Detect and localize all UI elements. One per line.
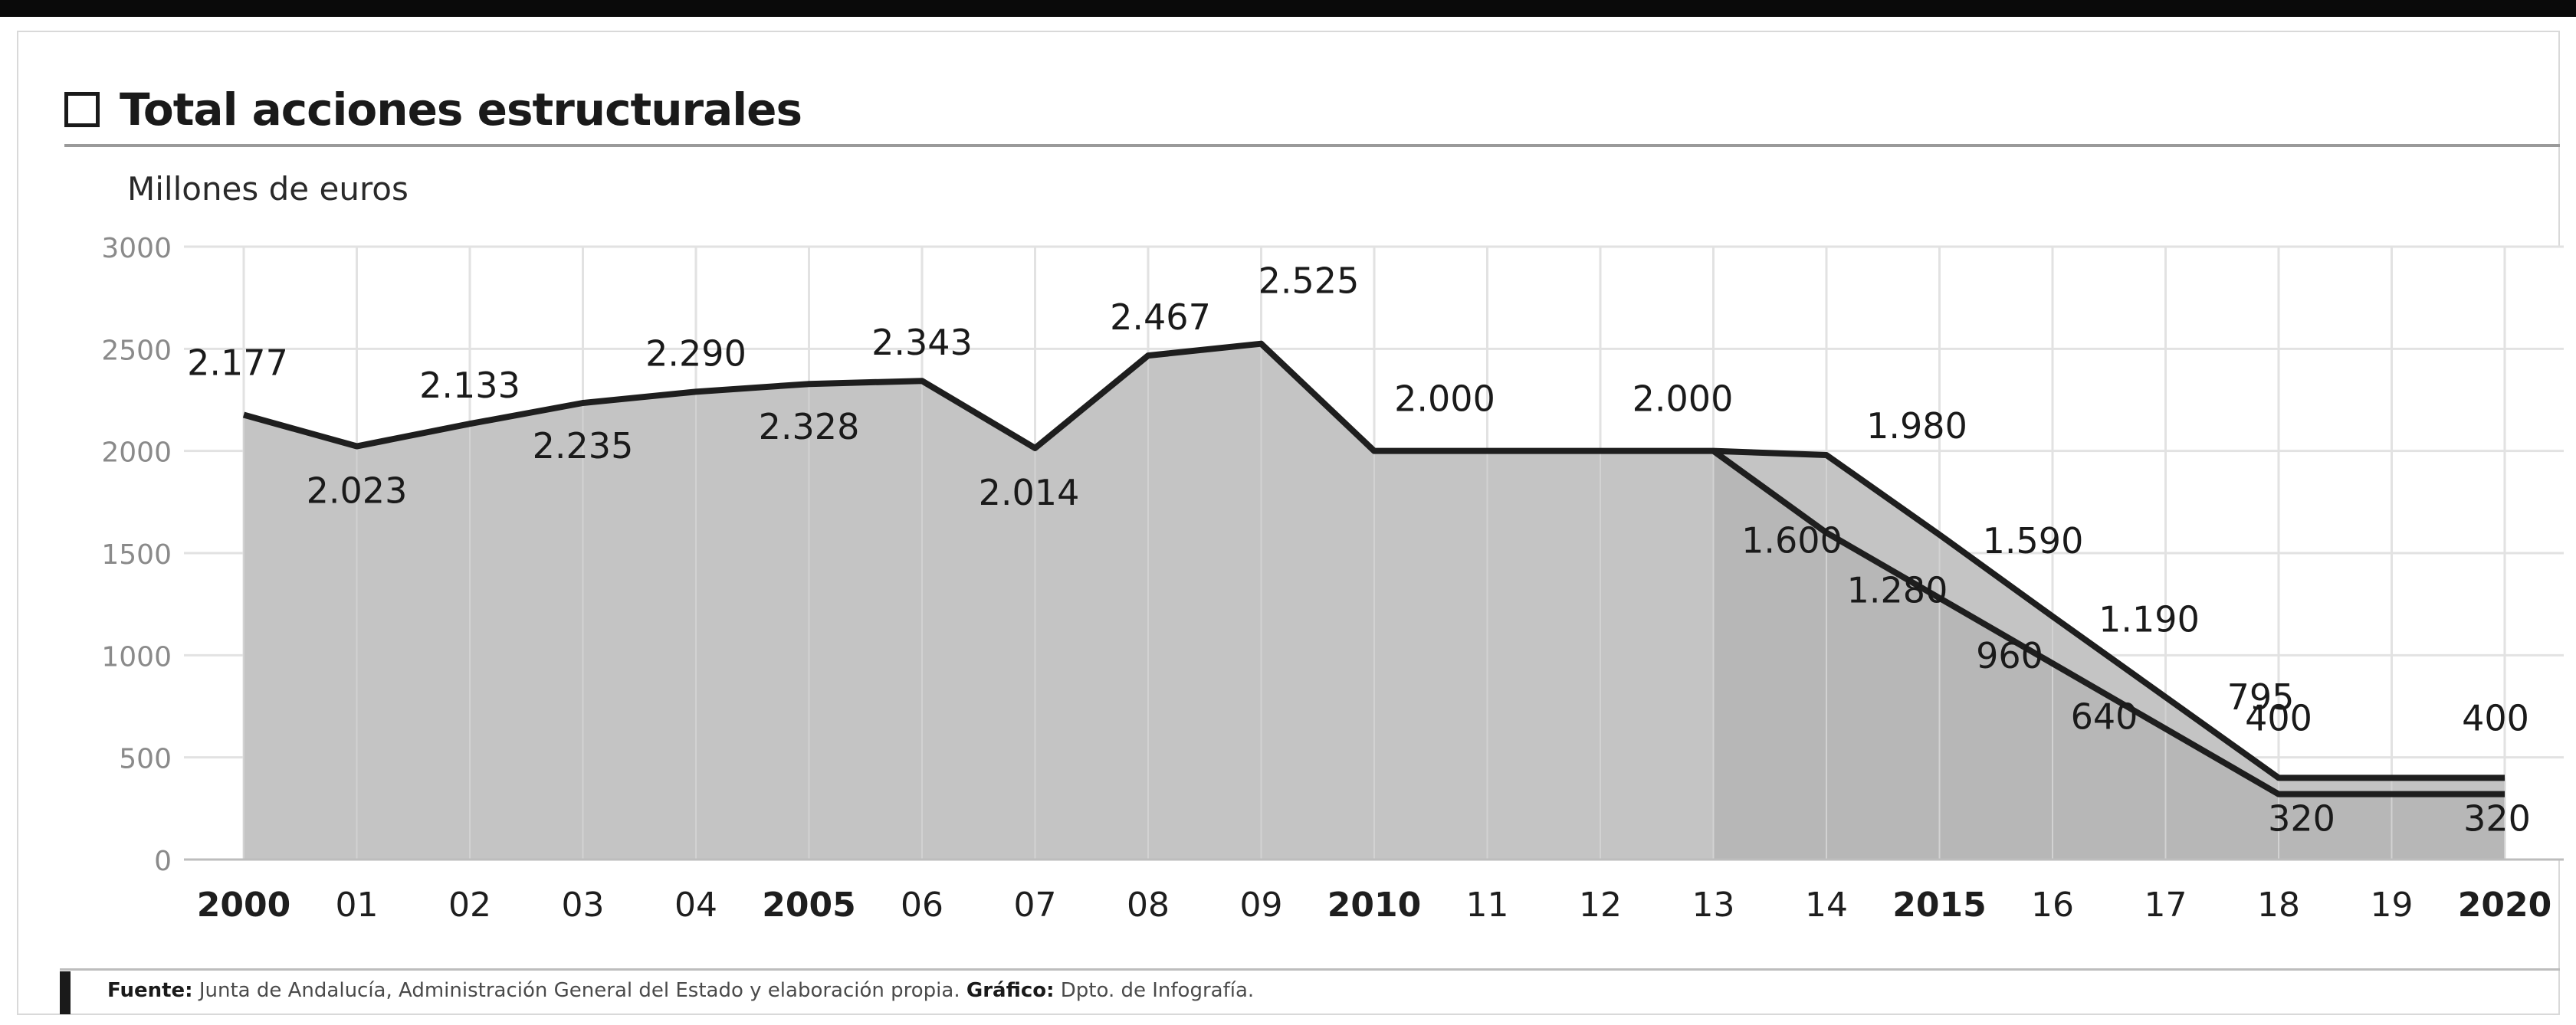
x-tick-label: 2020	[2458, 886, 2551, 925]
series-line-lower	[1711, 448, 2505, 797]
data-label: 2.000	[1633, 378, 1734, 420]
data-label: 2.290	[645, 332, 747, 374]
source-marker	[60, 971, 71, 1014]
data-label: 795	[2227, 676, 2295, 718]
x-tick-label: 12	[1579, 886, 1622, 925]
data-label: 320	[2463, 798, 2531, 840]
data-label: 2.525	[1258, 260, 1360, 302]
y-tick-label: 3000	[101, 233, 172, 264]
x-tick-label: 06	[901, 886, 943, 925]
y-tick-label: 1500	[101, 539, 172, 571]
data-label: 320	[2268, 798, 2335, 840]
x-tick-label: 01	[336, 886, 379, 925]
title-square-icon	[64, 92, 100, 127]
x-tick-label: 17	[2144, 886, 2187, 925]
source-note: Fuente: Junta de Andalucía, Administraci…	[107, 979, 1254, 1002]
credit-label: Gráfico:	[966, 979, 1055, 1002]
x-tick-label: 13	[1692, 886, 1735, 925]
y-tick-label: 2000	[101, 437, 172, 469]
series-line-upper	[242, 340, 2505, 781]
x-tick-label: 16	[2031, 886, 2074, 925]
y-tick-label: 0	[154, 846, 172, 877]
source-label: Fuente:	[107, 979, 193, 1002]
data-label: 960	[1976, 635, 2043, 676]
data-label: 400	[2462, 697, 2529, 738]
x-tick-label: 08	[1127, 886, 1170, 925]
x-tick-label: 11	[1466, 886, 1509, 925]
data-label: 1.980	[1866, 405, 1967, 447]
x-tick-label: 09	[1240, 886, 1283, 925]
y-tick-label: 500	[119, 744, 172, 775]
y-tick-label: 1000	[101, 641, 172, 673]
x-tick-label: 2015	[1892, 886, 1986, 925]
data-label: 2.177	[187, 342, 288, 383]
x-tick-label: 19	[2371, 886, 2414, 925]
data-label: 2.000	[1394, 378, 1495, 420]
data-label: 1.600	[1741, 519, 1843, 561]
y-tick-label: 2500	[101, 335, 172, 366]
data-label: 1.280	[1847, 570, 1948, 611]
area-fill-lower	[1713, 450, 2505, 860]
title-divider	[64, 144, 2560, 147]
data-label: 2.235	[533, 425, 634, 467]
x-tick-label: 18	[2257, 886, 2300, 925]
x-tick-label: 2000	[197, 886, 290, 925]
data-label: 2.328	[759, 406, 860, 447]
source-divider	[60, 968, 2560, 971]
data-label: 640	[2071, 696, 2138, 737]
units-label: Millones de euros	[127, 170, 409, 208]
x-tick-label: 04	[674, 886, 717, 925]
x-tick-label: 2005	[762, 886, 855, 925]
top-rule	[0, 0, 2576, 17]
chart-title: Total acciones estructurales	[120, 84, 802, 136]
data-label: 2.014	[979, 472, 1080, 513]
credit-text: Dpto. de Infografía.	[1054, 979, 1255, 1002]
x-tick-label: 02	[448, 886, 491, 925]
data-label: 1.590	[1983, 520, 2084, 562]
x-tick-label: 2010	[1327, 886, 1421, 925]
data-label: 2.343	[871, 322, 973, 363]
x-tick-label: 14	[1805, 886, 1848, 925]
chart-header: Total acciones estructurales	[64, 83, 802, 136]
data-label: 400	[2245, 697, 2312, 738]
data-label: 2.023	[307, 470, 408, 512]
source-text: Junta de Andalucía, Administración Gener…	[192, 979, 960, 1002]
x-tick-label: 07	[1014, 886, 1057, 925]
data-label: 2.133	[419, 365, 520, 406]
data-label: 2.467	[1110, 296, 1211, 338]
data-label: 1.190	[2099, 599, 2200, 640]
x-tick-label: 03	[562, 886, 605, 925]
